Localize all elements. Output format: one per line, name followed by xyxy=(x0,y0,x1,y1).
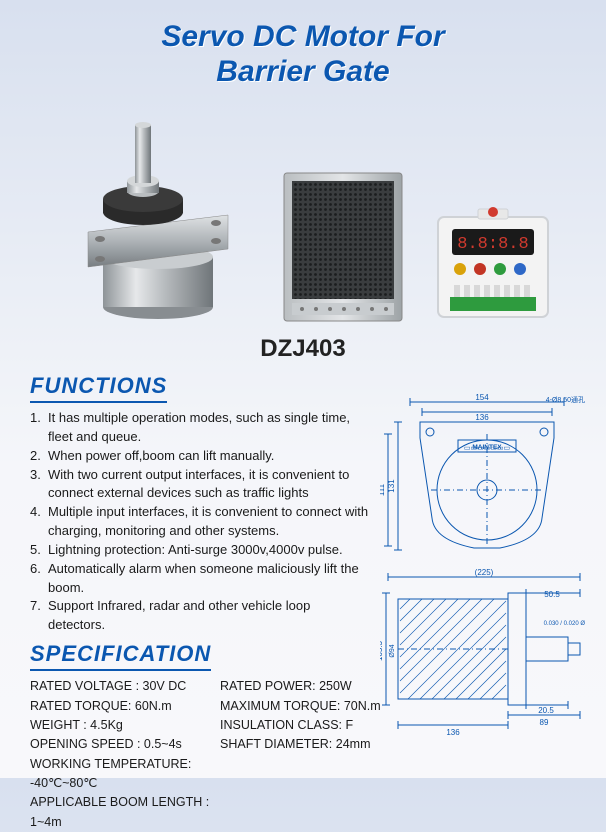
function-number: 3. xyxy=(30,466,48,504)
function-number: 7. xyxy=(30,597,48,635)
dim-89: 89 xyxy=(540,718,549,727)
functions-list: 1.It has multiple operation modes, such … xyxy=(30,409,370,635)
dim-136b: 136 xyxy=(446,728,460,737)
function-number: 5. xyxy=(30,541,48,560)
dim-165: 165.3 xyxy=(380,640,384,661)
dim-50: 50.5 xyxy=(544,590,560,599)
function-text: Support Infrared, radar and other vehicl… xyxy=(48,597,370,635)
spec-left: RATED VOLTAGE : 30V DC xyxy=(30,677,220,696)
spec-row: OPENING SPEED : 0.5~4sSHAFT DIAMETER: 24… xyxy=(30,735,390,754)
function-text: With two current output interfaces, it i… xyxy=(48,466,370,504)
dim-111: 111 xyxy=(380,483,386,496)
spec-right xyxy=(220,755,390,794)
spec-row: WEIGHT : 4.5KgINSULATION CLASS: F xyxy=(30,716,390,735)
spec-right: MAXIMUM TORQUE: 70N.m xyxy=(220,697,390,716)
functions-heading: FUNCTIONS xyxy=(30,373,167,403)
diagram-side: (225) 136 89 50.5 20.5 165.3 Ø94 0.030 /… xyxy=(380,565,590,740)
dim-shaft-tol: 0.030 / 0.020 Ø xyxy=(544,621,586,627)
title-line-1: Servo DC Motor For xyxy=(0,20,606,55)
spec-row: RATED VOLTAGE : 30V DCRATED POWER: 250W xyxy=(30,677,390,696)
hole-note: 4-Ø8.50通孔 xyxy=(546,395,585,404)
function-number: 1. xyxy=(30,409,48,447)
spec-left: APPLICABLE BOOM LENGTH : 1~4m xyxy=(30,793,220,832)
spec-right: INSULATION CLASS: F xyxy=(220,716,390,735)
spec-left: WEIGHT : 4.5Kg xyxy=(30,716,220,735)
spec-row: RATED TORQUE: 60N.mMAXIMUM TORQUE: 70N.m xyxy=(30,697,390,716)
function-text: When power off,boom can lift manually. xyxy=(48,447,370,466)
spec-left: RATED TORQUE: 60N.m xyxy=(30,697,220,716)
diagram-front: 154 136 131 111 4-Ø8.50通孔 ▭▭▭▭▭▭▭ MAINTE… xyxy=(380,390,590,560)
function-item: 7.Support Infrared, radar and other vehi… xyxy=(30,597,370,635)
function-number: 4. xyxy=(30,503,48,541)
dim-94: Ø94 xyxy=(389,644,396,657)
function-item: 1.It has multiple operation modes, such … xyxy=(30,409,370,447)
model-number: DZJ403 xyxy=(0,335,606,363)
title-line-2: Barrier Gate xyxy=(0,55,606,90)
function-text: It has multiple operation modes, such as… xyxy=(48,409,370,447)
page-title: Servo DC Motor For Barrier Gate xyxy=(0,0,606,89)
controller-illustration: 8.8:8.8 xyxy=(428,207,558,327)
spec-right: RATED POWER: 250W xyxy=(220,677,390,696)
dim-131: 131 xyxy=(387,479,396,493)
dim-225: (225) xyxy=(475,568,494,577)
dim-20: 20.5 xyxy=(538,706,554,715)
brand-text: MAINTEX xyxy=(472,444,502,451)
spec-right xyxy=(220,793,390,832)
function-item: 3.With two current output interfaces, it… xyxy=(30,466,370,504)
spec-right: SHAFT DIAMETER: 24mm xyxy=(220,735,390,754)
technical-diagrams: 154 136 131 111 4-Ø8.50通孔 ▭▭▭▭▭▭▭ MAINTE… xyxy=(380,390,590,745)
controller-display-text: 8.8:8.8 xyxy=(457,235,528,254)
spec-grid: RATED VOLTAGE : 30V DCRATED POWER: 250WR… xyxy=(30,677,390,832)
function-item: 5.Lightning protection: Anti-surge 3000v… xyxy=(30,541,370,560)
dim-154: 154 xyxy=(475,393,489,402)
function-text: Multiple input interfaces, it is conveni… xyxy=(48,503,370,541)
function-number: 6. xyxy=(30,560,48,598)
spec-left: WORKING TEMPERATURE: -40℃~80℃ xyxy=(30,755,220,794)
psu-illustration xyxy=(278,167,408,327)
spec-row: APPLICABLE BOOM LENGTH : 1~4m xyxy=(30,793,390,832)
product-images-row: 8.8:8.8 xyxy=(0,107,606,327)
function-text: Lightning protection: Anti-surge 3000v,4… xyxy=(48,541,370,560)
function-text: Automatically alarm when someone malicio… xyxy=(48,560,370,598)
function-number: 2. xyxy=(30,447,48,466)
specification-heading: SPECIFICATION xyxy=(30,641,211,671)
dim-136: 136 xyxy=(475,413,489,422)
motor-illustration xyxy=(48,107,258,327)
spec-row: WORKING TEMPERATURE: -40℃~80℃ xyxy=(30,755,390,794)
function-item: 4.Multiple input interfaces, it is conve… xyxy=(30,503,370,541)
spec-left: OPENING SPEED : 0.5~4s xyxy=(30,735,220,754)
function-item: 6.Automatically alarm when someone malic… xyxy=(30,560,370,598)
function-item: 2.When power off,boom can lift manually. xyxy=(30,447,370,466)
